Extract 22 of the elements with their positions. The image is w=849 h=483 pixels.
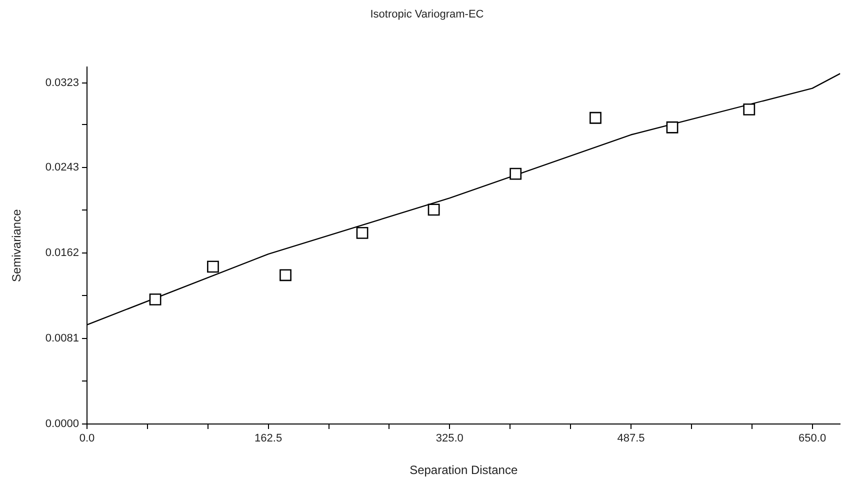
y-tick-label: 0.0081 <box>45 332 79 345</box>
point <box>743 103 756 116</box>
y-tick-label: 0.0162 <box>45 247 79 260</box>
point <box>280 269 292 282</box>
x-tick-label: 162.5 <box>254 432 282 445</box>
point <box>590 112 602 124</box>
x-tick-label: 0.0 <box>79 432 95 445</box>
x-tick-label: 325.0 <box>436 432 464 445</box>
point <box>356 226 368 239</box>
point <box>428 204 440 216</box>
y-axis-title: Semivariance <box>10 208 24 282</box>
x-tick-label: 487.5 <box>617 432 645 445</box>
y-tick-label: 0.0000 <box>45 418 79 430</box>
chart-title: Isotropic Variogram-EC <box>370 8 484 21</box>
point <box>207 260 219 273</box>
y-tick-label: 0.0323 <box>45 77 79 90</box>
y-tick-label: 0.0243 <box>45 162 79 174</box>
point <box>149 293 162 306</box>
x-tick-label: 650.0 <box>798 432 826 445</box>
x-axis-title: Separation Distance <box>410 463 518 478</box>
point <box>510 168 522 180</box>
point <box>666 121 678 134</box>
